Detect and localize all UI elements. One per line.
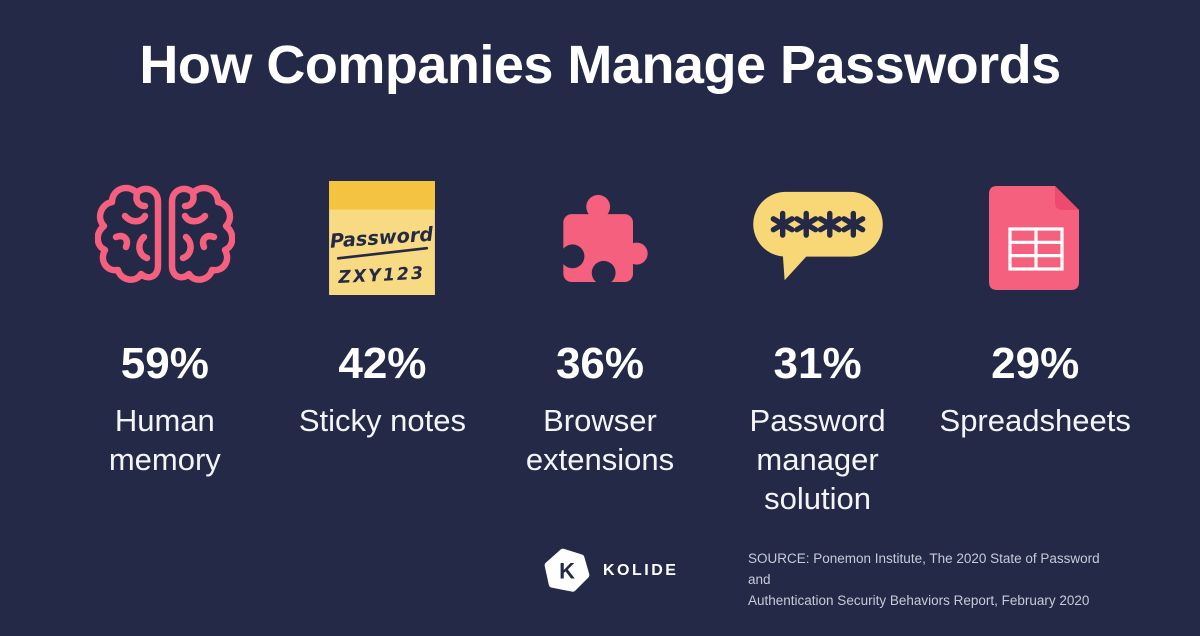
source-citation: SOURCE: Ponemon Institute, The 2020 Stat… [748,548,1108,611]
spreadsheet-icon [926,168,1144,308]
stat-label: Human memory [108,403,221,477]
footer: K KOLIDE SOURCE: Ponemon Institute, The … [0,540,1200,636]
brain-icon [56,168,274,308]
stats-row: 59% Human memory Password ZXY123 42% Sti… [56,168,1144,518]
stat-value: 42% [338,339,427,388]
kolide-logo-mark: K [544,548,590,592]
stat-spreadsheets: 29% Spreadsheets [926,168,1144,518]
masked-password-asterisks [770,210,865,238]
puzzle-piece-icon [491,168,709,308]
sticky-note-code: ZXY123 [337,264,426,289]
stat-password-manager: 31% Password manager solution [709,168,927,518]
sticky-note-icon: Password ZXY123 [274,168,492,308]
page-title: How Companies Manage Passwords [139,35,1061,95]
kolide-wordmark: KOLIDE [603,562,679,579]
stat-value: 29% [991,339,1080,388]
stat-sticky-notes: Password ZXY123 42% Sticky notes [274,168,492,518]
stat-label: Browser extensions [525,403,675,477]
stat-human-memory: 59% Human memory [56,168,274,518]
kolide-logo: K KOLIDE [541,546,678,596]
stat-browser-extensions: 36% Browser extensions [491,168,709,518]
source-line-1: SOURCE: Ponemon Institute, The 2020 Stat… [748,551,1100,587]
stat-value: 36% [555,339,645,388]
stat-label: Sticky notes [298,403,466,438]
stat-value: 59% [120,339,209,388]
stat-value: 31% [773,339,862,388]
kolide-k-initial: K [559,558,575,583]
stat-label: Spreadsheets [939,403,1131,438]
password-bubble-icon [709,168,927,308]
source-line-2: Authentication Security Behaviors Report… [748,593,1090,608]
stat-label: Password manager solution [749,403,886,516]
